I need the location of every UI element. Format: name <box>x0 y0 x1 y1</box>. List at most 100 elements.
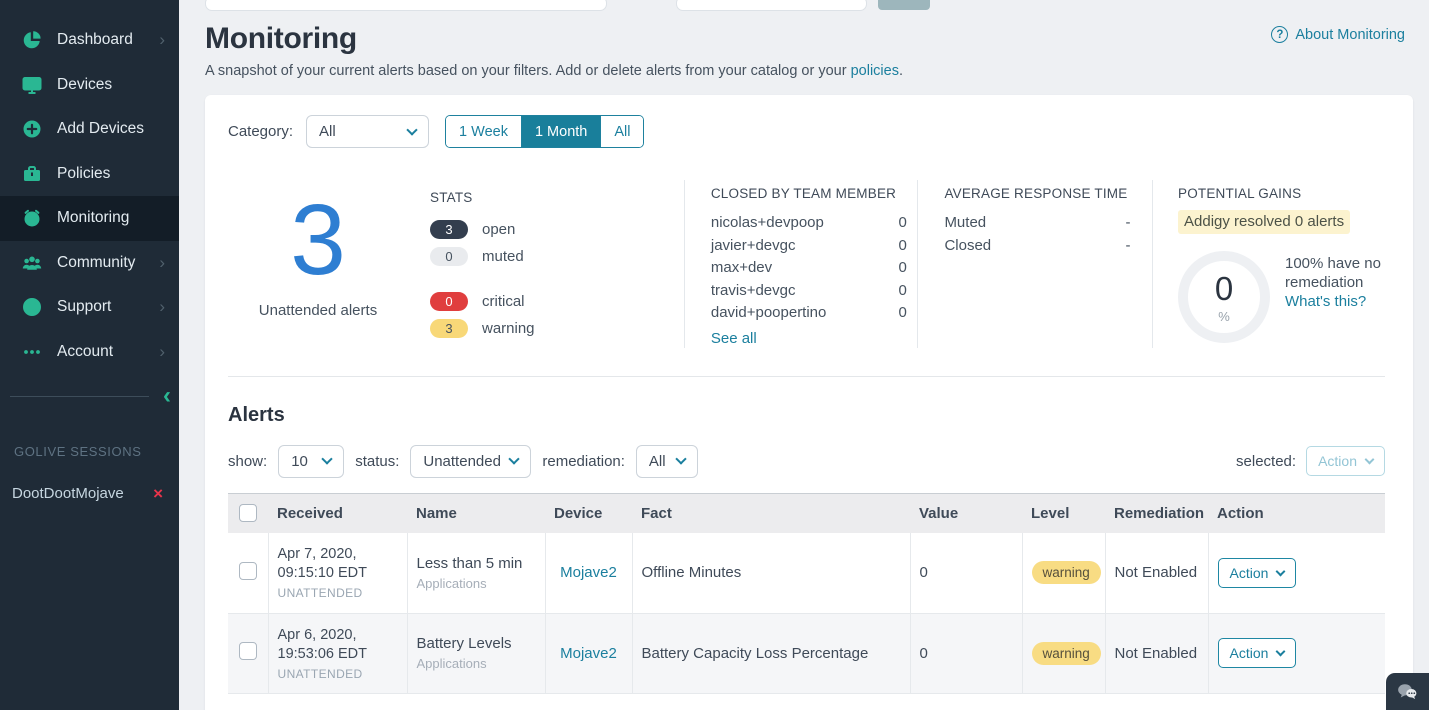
alerts-table-header: Received Name Device Fact Value Level Remediat… <box>228 492 1385 533</box>
device-link[interactable]: Mojave2 <box>560 644 617 662</box>
level-cell: warning <box>1021 533 1105 614</box>
row-action-button[interactable]: Action <box>1217 557 1297 588</box>
potential-gains-column: POTENTIAL GAINS Addigy resolved 0 alerts… <box>1152 180 1385 348</box>
sidebar-item-label: Account <box>57 342 114 360</box>
column-header-name: Name <box>407 492 545 533</box>
gains-donut-value: 0 <box>1214 270 1234 307</box>
remediation-select[interactable]: All <box>635 444 698 478</box>
remediation-status: Not Enabled <box>1114 564 1198 582</box>
gains-note: 100% have no remediation What's this? <box>1285 251 1385 343</box>
status-select[interactable]: Unattended <box>410 444 532 478</box>
column-header-device: Device <box>545 492 632 533</box>
alerts-table-body: Apr 7, 2020, 09:15:10 EDT UNATTENDED Less … <box>228 533 1385 694</box>
sidebar-item-support[interactable]: Support › <box>0 285 179 330</box>
time-range-option-all[interactable]: All <box>600 116 644 147</box>
about-monitoring-link[interactable]: ? About Monitoring <box>1271 26 1405 43</box>
stat-badge-count: 0 <box>430 247 468 266</box>
alert-fact: Battery Capacity Loss Percentage <box>641 644 869 662</box>
alert-category: Applications <box>416 575 487 591</box>
whats-this-link[interactable]: What's this? <box>1285 293 1367 310</box>
chevron-right-icon: › <box>159 341 165 361</box>
team-member-row: nicolas+devpoop 0 <box>711 214 907 231</box>
sidebar-item-label: Community <box>57 253 136 271</box>
remediation-cell: Not Enabled <box>1104 533 1208 614</box>
row-action-button[interactable]: Action <box>1217 638 1297 668</box>
sidebar-item-monitoring[interactable]: Monitoring <box>0 196 179 241</box>
see-all-link[interactable]: See all <box>710 329 757 347</box>
alarm-clock-icon <box>22 208 42 228</box>
row-checkbox[interactable] <box>238 561 257 580</box>
response-time-list: Muted - Closed - <box>944 214 1152 254</box>
subtitle-text: A snapshot of your current alerts based … <box>205 63 851 79</box>
session-name: DootDootMojave <box>12 485 124 502</box>
sidebar-item-account[interactable]: Account › <box>0 330 179 375</box>
received-date: Apr 6, 2020, 19:53:06 EDT <box>277 626 367 662</box>
response-time-row: Muted - <box>944 214 1130 231</box>
sidebar-item-policies[interactable]: Policies <box>0 152 179 197</box>
stats-badge-list: 3 open 0 muted 0 critical 3 warning <box>430 220 535 338</box>
sidebar-item-label: Dashboard <box>57 31 133 49</box>
stats-panel: 3 Unattended alerts STATS 3 open 0 muted 0 cr… <box>228 180 1385 376</box>
team-member-row: javier+devgc 0 <box>711 237 907 254</box>
time-range-option-1-week[interactable]: 1 Week <box>446 116 521 147</box>
help-icon: ? <box>1271 26 1289 43</box>
plus-circle-icon <box>22 119 42 139</box>
chevron-down-icon <box>406 123 418 136</box>
column-header-level: Level <box>1022 492 1105 533</box>
team-member-name: nicolas+devpoop <box>710 214 824 231</box>
response-time-title: AVERAGE RESPONSE TIME <box>944 186 1128 201</box>
gains-body: 0 % 100% have no remediation What's this… <box>1178 251 1385 343</box>
closed-by-title: CLOSED BY TEAM MEMBER <box>710 186 897 201</box>
show-label: show: <box>228 452 268 470</box>
row-action-label: Action <box>1229 645 1269 661</box>
briefcase-icon <box>22 164 42 184</box>
sidebar: Dashboard › Devices Add Devices Policies Moni… <box>0 0 179 710</box>
category-select[interactable]: All <box>306 115 430 148</box>
search-input-partial[interactable] <box>205 0 607 11</box>
sidebar-item-dashboard[interactable]: Dashboard › <box>0 18 179 63</box>
show-select[interactable]: 10 <box>278 444 345 478</box>
row-select-cell <box>228 533 268 614</box>
sidebar-item-add-devices[interactable]: Add Devices <box>0 107 179 152</box>
selected-action-group: selected: Action <box>1236 446 1385 476</box>
gains-note-text: 100% have no remediation <box>1285 255 1381 291</box>
row-checkbox[interactable] <box>238 642 257 660</box>
time-range-option-1-month[interactable]: 1 Month <box>520 116 601 147</box>
policies-link[interactable]: policies <box>850 63 899 79</box>
alerts-filter-row: show: 10 status: Unattended remediation:… <box>228 444 1385 478</box>
category-select-value: All <box>319 123 336 140</box>
chevron-right-icon: › <box>159 252 165 272</box>
close-session-icon[interactable]: × <box>153 484 163 503</box>
chat-widget-button[interactable] <box>1386 673 1429 710</box>
category-filter-row: Category: All 1 Week 1 Month All <box>228 115 1385 148</box>
team-member-name: max+dev <box>710 259 773 276</box>
page-subtitle: A snapshot of your current alerts based … <box>205 63 1405 79</box>
sidebar-item-community[interactable]: Community › <box>0 241 179 286</box>
select-all-checkbox[interactable] <box>239 504 257 523</box>
device-link[interactable]: Mojave2 <box>560 564 617 582</box>
column-header-fact: Fact <box>632 492 910 533</box>
received-date: Apr 7, 2020, 09:15:10 EDT <box>277 546 367 582</box>
search-button-partial[interactable] <box>878 0 930 10</box>
unattended-count-label: Unattended alerts <box>258 302 378 319</box>
bulk-action-button[interactable]: Action <box>1306 446 1385 476</box>
chevron-down-icon <box>1275 646 1286 657</box>
chevron-right-icon: › <box>159 30 165 50</box>
filter-input-partial[interactable] <box>676 0 867 11</box>
stat-badge-label: open <box>482 221 516 238</box>
team-member-count: 0 <box>898 236 907 254</box>
alert-row: Apr 6, 2020, 19:53:06 EDT UNATTENDED Batte… <box>228 613 1385 694</box>
collapse-sidebar-icon[interactable]: ‹ <box>163 382 171 409</box>
closed-by-list: nicolas+devpoop 0 javier+devgc 0 max+dev 0 tra… <box>711 214 918 321</box>
team-member-count: 0 <box>898 281 907 299</box>
potential-gains-title: POTENTIAL GAINS <box>1178 186 1302 201</box>
sidebar-item-label: Devices <box>57 75 113 93</box>
alert-category: Applications <box>416 656 487 671</box>
alert-row: Apr 7, 2020, 09:15:10 EDT UNATTENDED Less … <box>228 533 1385 614</box>
stats-title: STATS <box>430 190 473 205</box>
response-time-label: Muted <box>944 214 987 231</box>
monitoring-card: Category: All 1 Week 1 Month All 3 Unatten… <box>205 95 1413 710</box>
chevron-right-icon: › <box>159 297 165 317</box>
sidebar-item-devices[interactable]: Devices <box>0 63 179 108</box>
golive-session-item[interactable]: DootDootMojave × <box>12 485 163 502</box>
